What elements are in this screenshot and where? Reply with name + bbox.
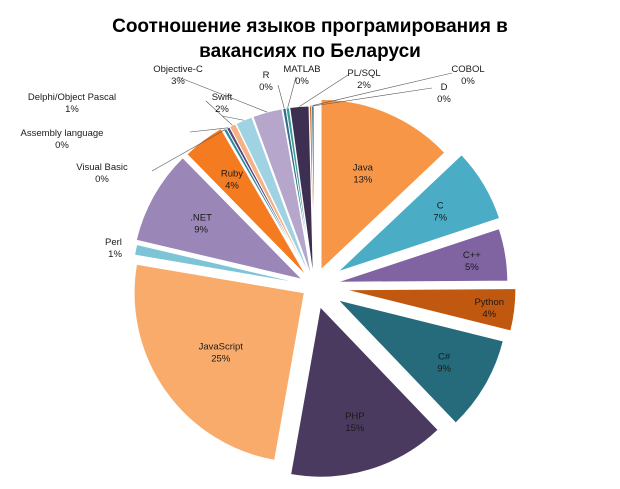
pie-slice-c [337,154,500,273]
callout-line-r [277,84,285,109]
pie-slice-python [345,288,517,332]
slice-label-pl-sql: PL/SQL [347,68,380,79]
slice-value-python: 4% [482,309,496,320]
slice-value-assembly-language: 0% [55,140,69,151]
slice-label-swift: Swift [212,92,233,103]
slice-label-c: C [437,201,444,212]
slice-label-net: .NET [190,212,212,223]
slice-label-assembly-language: Assembly language [21,128,104,139]
pie-slice-perl [134,244,303,285]
slice-label-r: R [263,70,270,81]
slice-value-visual-basic: 0% [95,174,109,185]
callout-line-visual-basic [151,129,226,172]
callout-line-objective-c [177,76,268,113]
slice-value-delphi-object-pascal: 1% [65,104,79,115]
slice-value-d: 0% [437,94,451,105]
slice-label-python: Python [474,297,504,308]
chart-title: Соотношение языков програмирования в вак… [112,16,508,62]
slice-value-javascript: 25% [211,354,231,365]
callout-line-matlab [287,76,297,109]
slice-label-d: D [441,82,448,93]
slice-value-pl-sql: 2% [357,80,371,91]
slice-label-php: PHP [345,411,365,422]
slice-label-objective-c: Objective-C [153,64,203,75]
slice-value-objective-c: 3% [171,76,185,87]
pie-slice-delphi-object-pascal [229,123,310,278]
pie-slice-c [337,228,509,283]
slice-label-visual-basic: Visual Basic [76,162,128,173]
slice-value-java: 13% [353,175,373,186]
slice-value-php: 15% [345,423,365,434]
slice-label-java: Java [353,163,374,174]
slice-value-cobol: 0% [461,76,475,87]
callout-line-d [312,87,433,107]
pie-slice-php [290,306,439,478]
slice-label-c: C# [438,351,451,362]
slice-label-javascript: JavaScript [199,342,244,353]
slice-label-matlab: MATLAB [283,64,320,75]
callout-line-swift [221,115,244,121]
pie-slice-net [135,157,304,280]
pie-slice-javascript [133,263,305,461]
slice-value-c: 7% [433,213,447,224]
callout-line-assembly-language [189,127,229,133]
slice-label-ruby: Ruby [221,168,243,179]
slice-value-perl: 1% [108,249,122,260]
slice-label-perl: Perl [105,237,122,248]
slice-value-swift: 2% [215,104,229,115]
slice-label-delphi-object-pascal: Delphi/Object Pascal [28,92,116,103]
slice-value-c: 5% [465,262,479,273]
slice-value-r: 0% [259,82,273,93]
callout-line-pl-sql [299,74,349,107]
slice-value-matlab: 0% [295,76,309,87]
pie-slice-java [320,99,446,271]
callout-line-cobol [310,72,453,107]
slice-value-ruby: 4% [225,180,239,191]
pie-slice-c [336,299,504,424]
slice-value-c: 9% [437,363,451,374]
slice-value-net: 9% [194,224,208,235]
callout-line-delphi-object-pascal [205,100,233,126]
slice-label-c: C++ [463,250,481,261]
slice-label-cobol: COBOL [451,64,484,75]
